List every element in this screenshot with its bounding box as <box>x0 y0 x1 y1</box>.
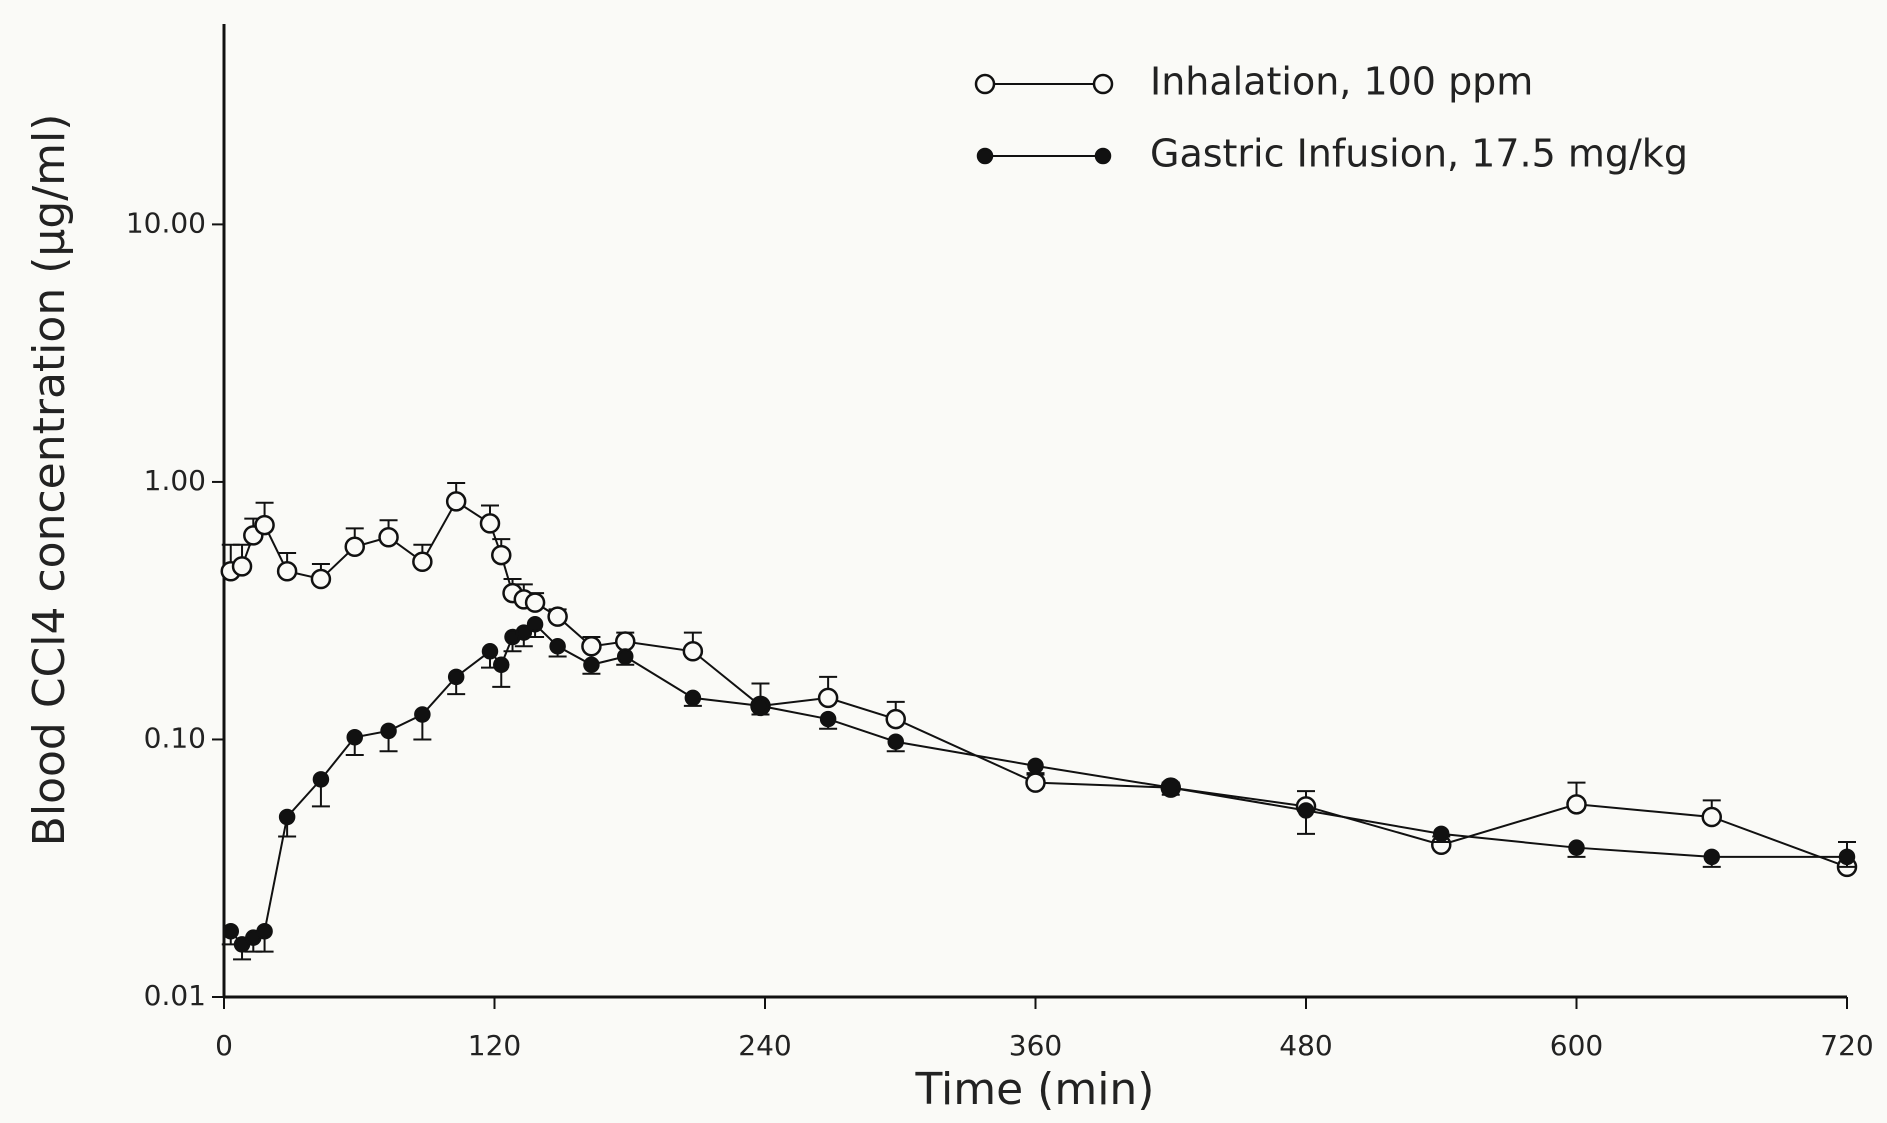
x-tick-label: 600 <box>1550 1029 1603 1062</box>
data-point <box>481 643 499 660</box>
data-point <box>493 656 510 674</box>
data-point <box>1433 825 1450 843</box>
x-tick-label: 480 <box>1279 1029 1332 1062</box>
data-point <box>524 592 546 613</box>
data-point <box>1025 772 1046 793</box>
data-point <box>479 513 501 534</box>
legend-marker <box>1094 147 1112 165</box>
data-point <box>310 568 332 590</box>
data-point <box>684 689 702 707</box>
legend-marker <box>1092 73 1114 95</box>
data-point <box>445 491 467 512</box>
y-tick-label: 0.01 <box>144 979 206 1012</box>
data-point <box>549 638 566 655</box>
data-point <box>885 708 906 730</box>
data-point <box>616 648 634 665</box>
x-axis-label: Time (min) <box>915 1064 1155 1115</box>
data-point <box>887 733 904 750</box>
data-point <box>581 636 602 657</box>
data-point <box>222 923 240 940</box>
data-point <box>817 687 839 709</box>
data-point <box>346 729 363 746</box>
data-point <box>583 656 600 674</box>
data-point <box>344 536 365 558</box>
data-point <box>276 560 298 582</box>
data-point <box>614 631 636 652</box>
data-point <box>1297 802 1315 819</box>
x-tick-label: 360 <box>1009 1029 1062 1062</box>
legend-label: Gastric Infusion, 17.5 mg/kg <box>1150 132 1688 176</box>
legend-marker <box>976 147 994 165</box>
data-point <box>1566 794 1587 815</box>
data-point <box>278 808 296 826</box>
data-point <box>231 556 253 577</box>
series-line <box>230 500 1848 868</box>
y-tick-label: 1.00 <box>144 464 206 497</box>
legend-marker <box>974 73 996 95</box>
data-point <box>752 697 769 715</box>
data-point <box>414 706 431 723</box>
data-point <box>1703 848 1720 866</box>
data-point <box>447 668 465 686</box>
data-point <box>1568 839 1585 856</box>
x-tick-label: 0 <box>215 1029 233 1062</box>
legend-label: Inhalation, 100 ppm <box>1150 60 1533 104</box>
data-point <box>526 616 544 633</box>
data-point <box>380 722 397 740</box>
data-point <box>1838 848 1856 866</box>
data-point <box>819 710 837 728</box>
x-tick-label: 240 <box>738 1029 791 1062</box>
data-point <box>1162 779 1179 796</box>
data-point <box>515 624 533 641</box>
x-tick-label: 720 <box>1820 1029 1873 1062</box>
data-point <box>312 771 330 788</box>
data-point <box>254 514 275 536</box>
data-point <box>378 526 399 548</box>
y-axis-label: Blood CCl4 concentration (μg/ml) <box>24 114 75 847</box>
y-tick-label: 0.10 <box>144 721 206 754</box>
data-point <box>256 923 273 940</box>
data-point <box>547 606 568 627</box>
data-point <box>1027 757 1044 775</box>
data-point <box>491 544 512 566</box>
data-point <box>682 641 704 662</box>
y-tick-label: 10.00 <box>126 206 206 239</box>
x-tick-label: 120 <box>468 1029 521 1062</box>
data-point <box>1701 806 1722 828</box>
data-point <box>412 551 433 572</box>
